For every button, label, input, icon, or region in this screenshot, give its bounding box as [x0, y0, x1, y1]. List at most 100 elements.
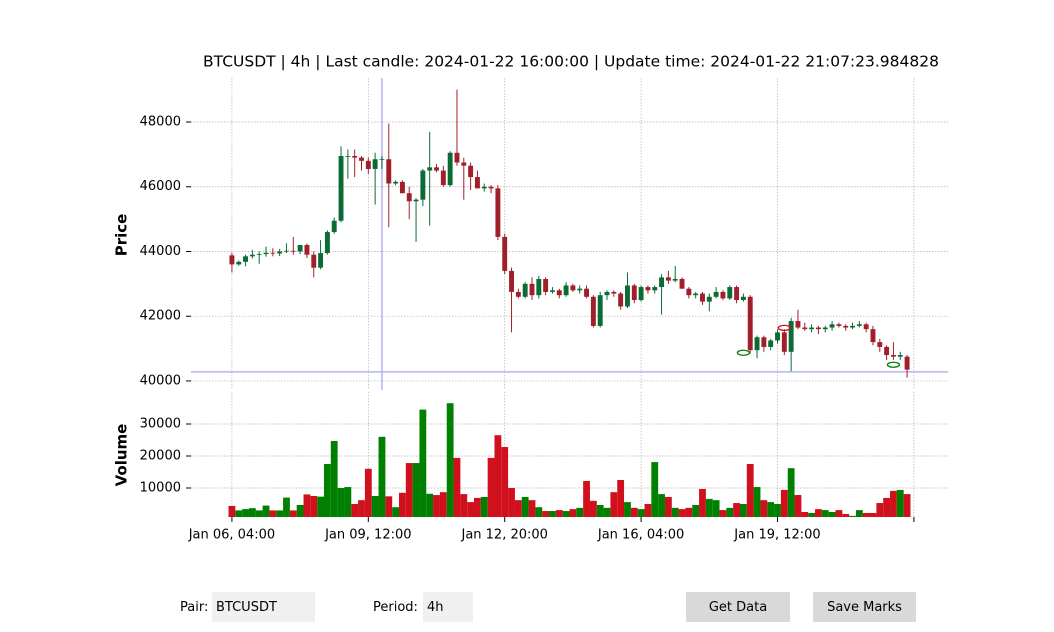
- volume-bar: [562, 511, 570, 517]
- volume-bar: [289, 510, 297, 517]
- volume-bar: [378, 436, 386, 517]
- volume-bar: [719, 510, 727, 517]
- volume-bar: [815, 509, 822, 517]
- volume-bar: [835, 510, 843, 517]
- candle-body: [618, 293, 624, 307]
- volume-bar: [351, 504, 359, 517]
- volume-bar: [439, 492, 447, 517]
- candle-body: [440, 170, 446, 186]
- volume-bar: [699, 488, 706, 517]
- candle-body: [502, 236, 508, 271]
- candle-body: [822, 327, 828, 330]
- volume-bar: [787, 468, 795, 517]
- volume-bar: [876, 503, 884, 517]
- candle-body: [386, 159, 392, 184]
- candle-body: [795, 321, 801, 328]
- candle-body: [884, 346, 890, 356]
- volume-bar: [460, 494, 468, 517]
- candle-body: [536, 278, 542, 296]
- candle-body: [904, 356, 910, 370]
- volume-bar: [323, 464, 331, 517]
- volume-bar: [603, 507, 611, 517]
- get-data-button[interactable]: Get Data: [686, 592, 790, 622]
- candle-body: [863, 324, 869, 330]
- candle-body: [249, 254, 255, 257]
- candle-body: [672, 278, 678, 281]
- candle-body: [474, 177, 480, 189]
- candle-body: [522, 283, 528, 297]
- volume-bar: [419, 409, 427, 517]
- candle-body: [679, 278, 685, 289]
- volume-bar: [358, 500, 365, 517]
- candle-body: [856, 324, 862, 326]
- period-input[interactable]: 4h: [423, 592, 473, 622]
- volume-bar: [549, 511, 556, 517]
- candle-body: [359, 157, 364, 161]
- volume-bar: [726, 507, 734, 517]
- candle-body: [290, 250, 296, 252]
- candle-body: [427, 167, 433, 171]
- volume-bar: [474, 497, 481, 517]
- volume-bar: [705, 498, 713, 517]
- candle-body: [829, 324, 835, 328]
- volume-bar: [276, 510, 284, 517]
- pair-input[interactable]: BTCUSDT: [212, 592, 315, 622]
- save-marks-button[interactable]: Save Marks: [813, 592, 916, 622]
- volume-bar: [555, 510, 563, 517]
- candle-body: [727, 287, 733, 299]
- chart: BTCUSDT | 4h | Last candle: 2024-01-22 1…: [113, 53, 948, 543]
- mark-point: [886, 361, 901, 368]
- chart-title: BTCUSDT | 4h | Last candle: 2024-01-22 1…: [203, 53, 939, 71]
- candle-body: [263, 252, 269, 255]
- volume-bar: [617, 480, 625, 517]
- volume-bar: [235, 510, 243, 517]
- volume-bar: [242, 509, 249, 517]
- volume-axis-label: Volume: [113, 424, 131, 487]
- candle-body: [802, 327, 808, 330]
- volume-tick-label: 30000: [140, 417, 181, 432]
- volume-bar: [767, 502, 775, 517]
- volume-bar: [855, 510, 863, 517]
- volume-bar: [337, 488, 345, 517]
- candle-body: [399, 181, 405, 194]
- candle-body: [284, 250, 289, 252]
- volume-bar: [883, 497, 891, 517]
- volume-bar: [487, 457, 495, 517]
- mark-point: [736, 349, 751, 356]
- volume-bar: [344, 487, 352, 517]
- volume-bar: [896, 489, 904, 517]
- x-tick-label: Jan 19, 12:00: [733, 528, 820, 543]
- candle-body: [590, 296, 596, 326]
- volume-bar: [364, 468, 372, 517]
- volume-bar: [589, 500, 597, 517]
- volume-bar: [535, 507, 543, 517]
- volume-bar: [371, 496, 379, 517]
- candle-body: [740, 296, 746, 301]
- volume-bar: [269, 510, 277, 517]
- volume-bar: [283, 497, 290, 517]
- volume-bar: [494, 435, 502, 517]
- candle-body: [890, 355, 896, 357]
- candle-body: [420, 170, 426, 200]
- volume-bar: [514, 500, 522, 517]
- volume-bar: [310, 496, 318, 517]
- candle-body: [604, 291, 610, 296]
- volume-bar: [774, 504, 781, 517]
- y-axis-label: Price: [113, 214, 131, 257]
- volume-bar: [255, 510, 263, 517]
- volume-bar: [426, 493, 434, 517]
- candle-body: [509, 270, 514, 292]
- candle-body: [229, 255, 235, 265]
- volume-bar: [480, 496, 488, 517]
- candle-body: [734, 287, 740, 301]
- volume-bar: [392, 507, 400, 517]
- volume-bar: [808, 512, 816, 517]
- volume-bar: [385, 496, 393, 517]
- candle-body: [549, 290, 555, 292]
- candle-body: [768, 340, 774, 347]
- candle-body: [788, 321, 794, 352]
- candle-body: [345, 156, 351, 157]
- y-tick-label: 44000: [140, 244, 181, 259]
- y-tick-label: 46000: [140, 179, 181, 194]
- candle-body: [372, 159, 378, 169]
